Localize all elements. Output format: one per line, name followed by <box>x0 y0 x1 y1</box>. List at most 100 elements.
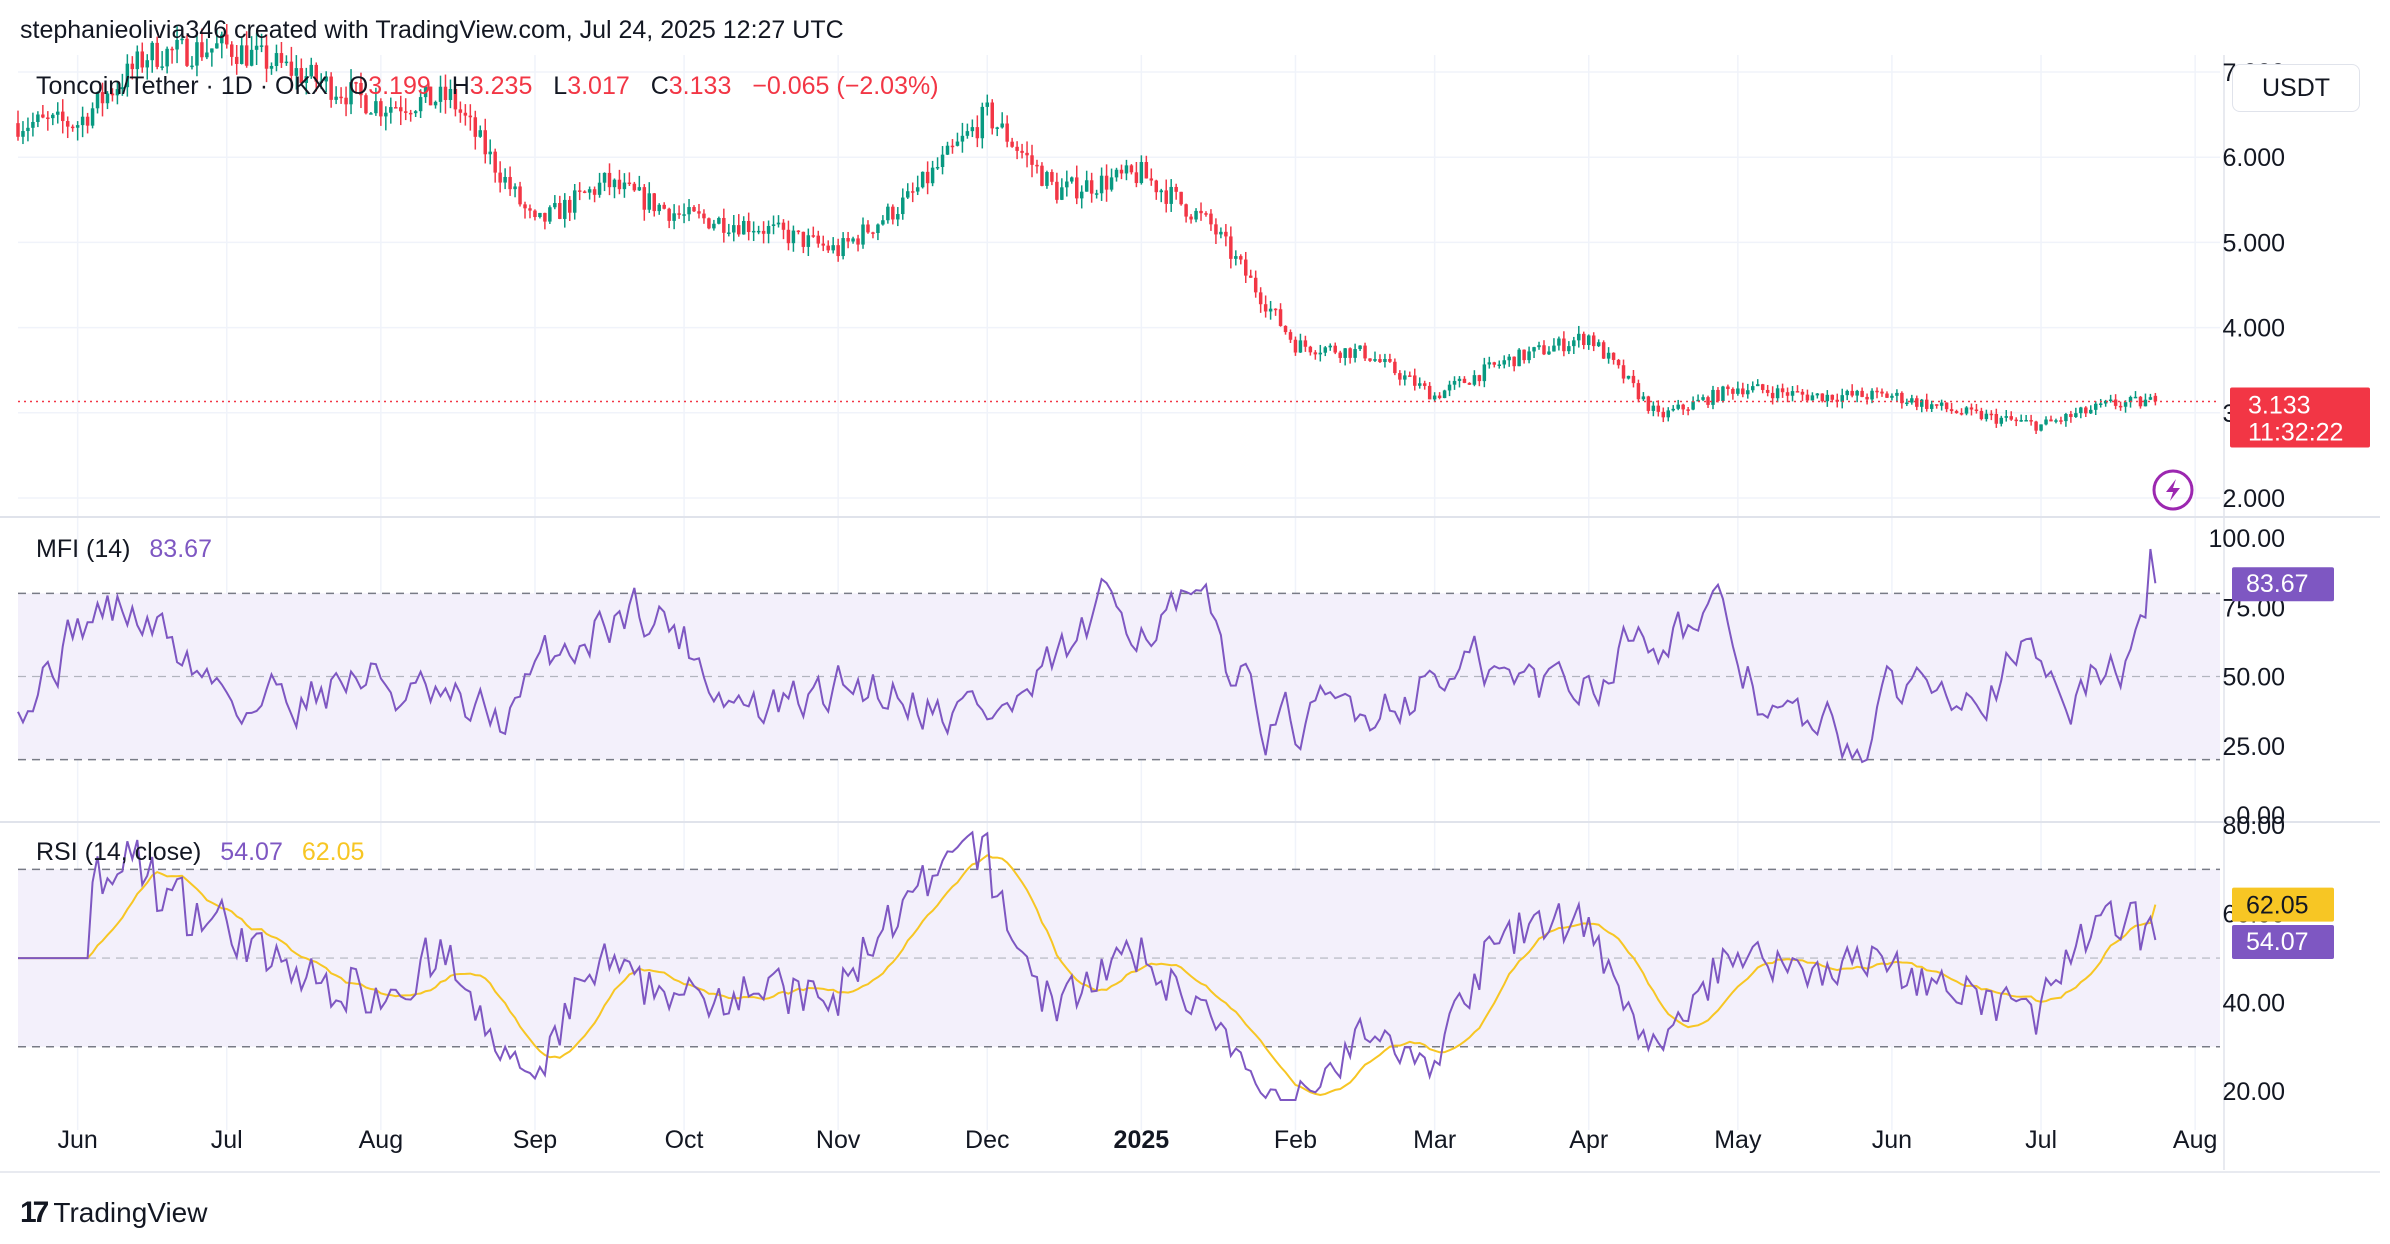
candle-body <box>1910 398 1914 403</box>
candle-body <box>95 92 100 109</box>
candle-body <box>1378 359 1382 363</box>
candle-body <box>170 48 174 51</box>
rsi-value-label: 54.07 <box>2246 928 2309 956</box>
candle-body <box>448 89 453 101</box>
candle-body <box>622 182 627 190</box>
candle-body <box>1149 178 1154 181</box>
candle-body <box>776 222 781 225</box>
candle-body <box>1413 375 1417 386</box>
candle-body <box>359 82 363 96</box>
candle-body <box>1437 395 1442 399</box>
candle-body <box>1338 352 1342 358</box>
candle-body <box>1368 358 1372 361</box>
candle-body <box>1770 392 1775 399</box>
candle-body <box>175 39 179 50</box>
candle-body <box>980 106 985 139</box>
candle-body <box>637 187 642 191</box>
candle-body <box>528 208 532 211</box>
candle-body <box>249 49 254 66</box>
candle-body <box>1994 413 1999 424</box>
candle-body <box>995 127 999 129</box>
candle-body <box>1974 409 1979 412</box>
candle-body <box>1472 375 1477 385</box>
candle-body <box>1452 380 1457 385</box>
candle-body <box>1169 186 1173 204</box>
candle-body <box>906 191 910 198</box>
tradingview-brand[interactable]: 17 TradingView <box>20 1196 207 1230</box>
candle-body <box>1681 404 1685 410</box>
candle-body <box>1174 186 1178 192</box>
candle-body <box>75 125 80 128</box>
candle-body <box>1239 256 1243 260</box>
candle-body <box>1666 410 1670 418</box>
candle-body <box>324 76 328 82</box>
close-value: 3.133 <box>669 72 732 100</box>
candle-body <box>349 82 353 105</box>
price-tick-label: 6.000 <box>2222 144 2285 172</box>
candle-body <box>379 101 383 117</box>
candle-body <box>1815 393 1820 396</box>
candle-body <box>791 230 796 244</box>
candle-body <box>36 114 40 122</box>
candle-body <box>31 121 35 128</box>
candle-body <box>1144 162 1149 179</box>
candle-body <box>304 76 309 83</box>
candle-body <box>572 190 577 213</box>
lightning-icon[interactable] <box>2152 469 2194 511</box>
candle-body <box>1094 193 1099 195</box>
candle-body <box>1035 164 1039 167</box>
candle-body <box>756 230 761 233</box>
axes: Jun Jul Aug Sep Oct Nov Dec 2025 Feb Mar Apr May Jun… <box>57 59 2285 1154</box>
candle-body <box>1492 362 1497 365</box>
candle-body <box>1199 210 1203 214</box>
candle-body <box>1741 388 1745 395</box>
x-tick-label: Jun <box>1872 1126 1912 1154</box>
candle-body <box>1567 346 1571 352</box>
candle-body <box>1830 394 1835 400</box>
candle-body <box>677 213 681 215</box>
candle-body <box>1731 388 1735 394</box>
candle-body <box>1562 338 1566 352</box>
x-tick-label: Jul <box>2025 1126 2057 1154</box>
candle-body <box>1522 349 1526 361</box>
currency-selector[interactable]: USDT <box>2232 64 2360 112</box>
candle-body <box>1045 172 1049 186</box>
candle-body <box>1393 361 1397 374</box>
candle-body <box>1194 210 1198 220</box>
candle-body <box>975 127 980 139</box>
candle-body <box>51 114 55 119</box>
candle-body <box>2093 403 2098 410</box>
candle-body <box>2059 420 2063 422</box>
candle-body <box>617 179 622 190</box>
candle-body <box>1383 358 1387 363</box>
x-tick-label: Aug <box>359 1126 403 1154</box>
candle-body <box>1920 399 1924 407</box>
candle-body <box>1621 365 1626 379</box>
candle-body <box>220 34 224 44</box>
candle-body <box>672 213 676 221</box>
candle-body <box>1601 342 1606 359</box>
candle-body <box>1577 333 1581 341</box>
indicator-bands <box>18 592 2220 1048</box>
candle-body <box>1010 141 1014 147</box>
candle-body <box>1701 397 1705 400</box>
candle-body <box>1273 308 1278 311</box>
candle-body <box>1706 397 1710 405</box>
candle-body <box>498 172 502 183</box>
candle-body <box>513 186 517 190</box>
candle-body <box>2113 399 2118 406</box>
candle-body <box>294 68 299 76</box>
candle-body <box>1417 383 1422 386</box>
candle-body <box>65 121 70 127</box>
candle-body <box>741 220 746 235</box>
candle-body <box>1283 325 1288 333</box>
candle-body <box>1099 175 1104 194</box>
candle-body <box>2029 420 2033 422</box>
candle-body <box>1462 378 1467 383</box>
candle-body <box>329 76 333 100</box>
candle-body <box>269 65 274 69</box>
candle-body <box>374 101 378 114</box>
candle-body <box>1030 155 1034 165</box>
